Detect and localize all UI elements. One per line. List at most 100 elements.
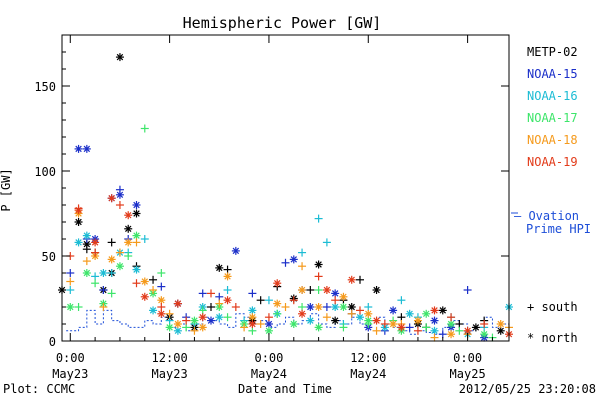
south-point: [99, 286, 108, 294]
ovation-legend-line1: — Ovation: [514, 209, 579, 223]
south-point: [397, 313, 406, 322]
north-point: [132, 209, 141, 218]
south-point: [298, 303, 307, 311]
north-point: [430, 316, 439, 325]
north-point: [447, 330, 456, 339]
legend-entry: METP-02: [527, 45, 578, 59]
south-point: [256, 320, 265, 328]
south-point: [380, 320, 389, 328]
north-point: [248, 320, 257, 328]
north-point: [173, 320, 182, 328]
north-point: [314, 303, 323, 311]
north-point: [99, 269, 108, 277]
north-point: [397, 323, 406, 332]
south-point: [107, 289, 116, 298]
north-point: [347, 275, 356, 284]
x-tick-time: 12:00: [152, 351, 188, 365]
north-point: [149, 306, 158, 315]
north-point: [430, 306, 439, 315]
north-point: [314, 323, 323, 332]
north-point: [157, 296, 166, 305]
axes: 0 50 100 150 0:00 May23 12:00 May23 0:00 May24 12:…: [34, 35, 518, 381]
south-point: [314, 286, 323, 294]
south-point: [115, 248, 124, 257]
south-point: [132, 279, 141, 288]
south-point: [314, 272, 323, 281]
south-point: [264, 296, 273, 305]
south-point: [413, 326, 422, 335]
y-tick-label: 0: [49, 335, 56, 349]
south-point: [273, 309, 282, 318]
north-point: [173, 326, 182, 335]
south-point: [82, 257, 91, 266]
south-point: [165, 309, 174, 318]
north-point: [140, 277, 149, 286]
south-point: [91, 279, 100, 288]
south-point: [157, 303, 166, 311]
north-point: [372, 286, 381, 294]
south-point: [198, 306, 207, 315]
north-point: [298, 309, 307, 318]
south-point: [356, 306, 364, 315]
south-point: [140, 235, 149, 243]
north-point: [115, 190, 124, 199]
south-point: [314, 214, 323, 223]
north-point: [422, 309, 431, 318]
south-point: [447, 313, 456, 322]
south-point: [240, 323, 249, 332]
south-point: [256, 296, 265, 305]
south-point: [264, 313, 273, 322]
south-point: [157, 269, 166, 277]
south-point: [74, 303, 83, 311]
south-point: [223, 313, 232, 322]
north-point: [215, 263, 224, 272]
south-point: [207, 303, 215, 311]
south-point: [107, 238, 116, 247]
y-axis-label: P [GW]: [0, 168, 13, 211]
north-point: [82, 231, 91, 240]
south-point: [207, 289, 215, 298]
north-point: [331, 303, 340, 311]
north-point: [331, 289, 340, 298]
south-point: [356, 275, 364, 284]
north-point: [331, 316, 340, 325]
legend-entry: NOAA-16: [527, 89, 578, 103]
north-point: [447, 320, 456, 328]
south-point: [248, 326, 257, 335]
north-point: [140, 292, 149, 301]
north-point: [124, 224, 133, 233]
north-point: [347, 303, 356, 311]
north-point: [298, 286, 307, 294]
south-point: [438, 330, 447, 339]
north-point: [496, 326, 505, 335]
south-point: [182, 316, 191, 325]
south-point: [182, 323, 191, 332]
plot-area: [61, 34, 510, 342]
ovation-legend-line2: Prime HPI: [526, 222, 591, 236]
north-point: [173, 299, 182, 308]
south-point: [66, 277, 75, 286]
north-point: [289, 320, 298, 328]
north-point: [124, 211, 133, 220]
legend-entry: NOAA-18: [527, 133, 578, 147]
x-tick-date: May23: [52, 367, 88, 381]
chart-title: Hemispheric Power [GW]: [183, 14, 382, 32]
north-point: [273, 299, 282, 308]
north-point: [289, 255, 298, 264]
south-point: [430, 333, 439, 342]
north-point: [231, 246, 240, 255]
south-point: [149, 275, 158, 284]
north-point: [198, 323, 207, 332]
south-point: [455, 320, 464, 328]
x-tick-time: 12:00: [350, 351, 386, 365]
north-point: [132, 201, 141, 209]
south-point: [322, 303, 331, 311]
north-point: [306, 303, 315, 311]
x-tick-date: May24: [350, 367, 386, 381]
data-points: [58, 53, 513, 342]
legend: METP-02 NOAA-15 NOAA-16 NOAA-17 NOAA-18 NOAA-…: [527, 45, 578, 169]
y-tick-label: 50: [42, 250, 56, 264]
north-point: [74, 206, 83, 215]
south-point: [331, 296, 340, 305]
